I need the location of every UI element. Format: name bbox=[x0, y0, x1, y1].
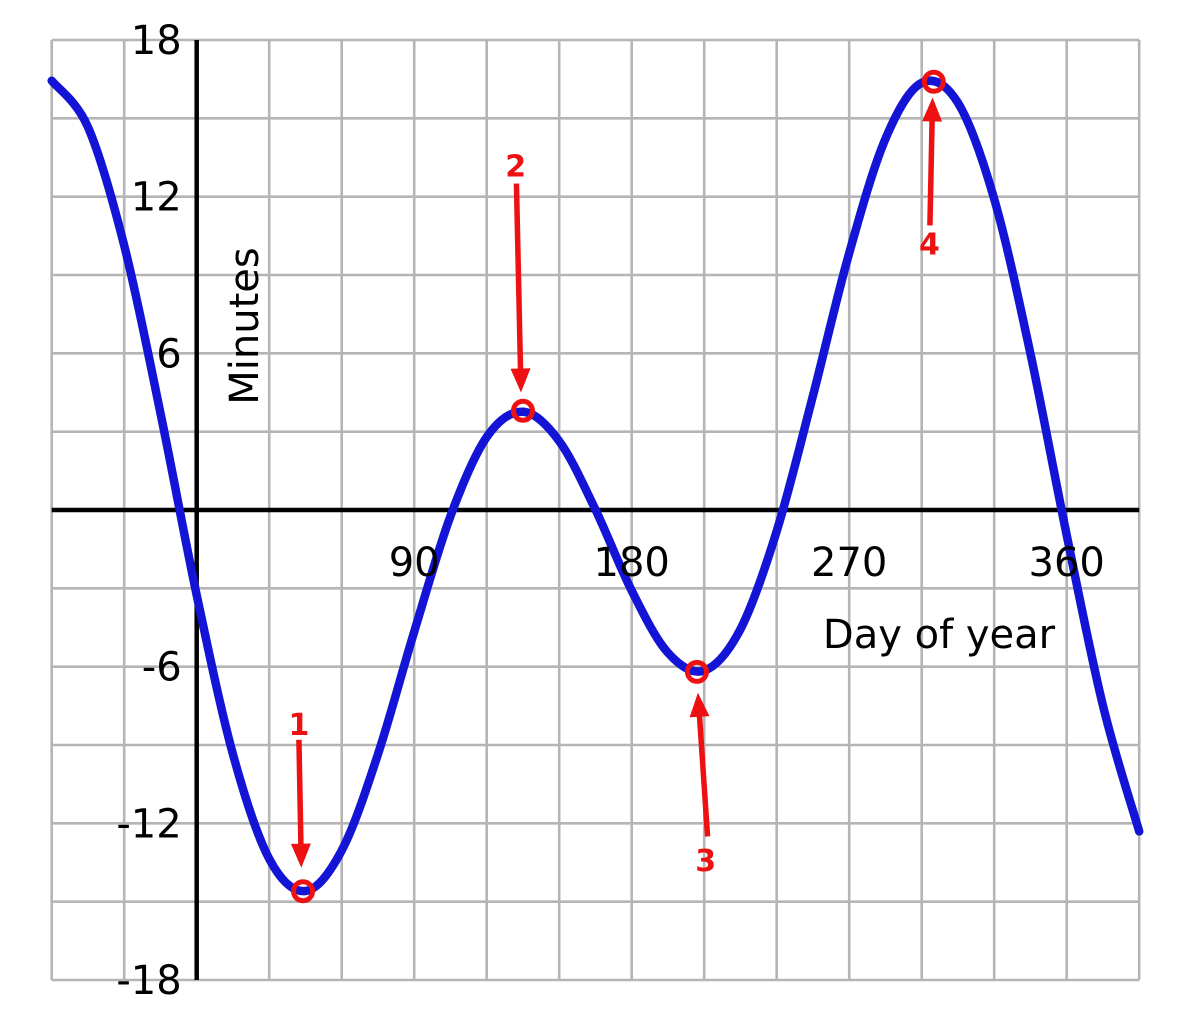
annotation-arrow-head bbox=[922, 97, 943, 122]
y-axis-label: Minutes bbox=[222, 247, 268, 404]
annotation-arrow-shaft bbox=[513, 183, 524, 374]
annotation-1: 1 bbox=[288, 708, 316, 904]
x-axis-label: Day of year bbox=[823, 612, 1056, 658]
x-tick-label-180: 180 bbox=[594, 540, 670, 586]
extremum-marker-3 bbox=[684, 659, 709, 684]
y-tick-label--12: -12 bbox=[116, 801, 181, 847]
annotation-number-4: 4 bbox=[919, 228, 940, 263]
x-tick-label-270: 270 bbox=[811, 540, 887, 586]
annotation-arrow-head bbox=[290, 843, 311, 868]
annotation-4: 4 bbox=[919, 69, 946, 263]
annotation-number-1: 1 bbox=[288, 708, 309, 743]
annotation-3: 3 bbox=[684, 659, 716, 879]
y-tick-label-6: 6 bbox=[156, 331, 181, 377]
y-tick-label-18: 18 bbox=[131, 18, 182, 64]
curve-equation-of-time bbox=[47, 76, 1144, 896]
annotation-arrow-shaft bbox=[696, 711, 711, 837]
y-tick-label--18: -18 bbox=[116, 958, 181, 1004]
y-tick-label-12: 12 bbox=[131, 175, 182, 221]
annotation-arrow-head bbox=[510, 368, 531, 393]
annotation-arrow-shaft bbox=[296, 739, 304, 849]
extremum-marker-2 bbox=[510, 398, 535, 423]
annotation-number-2: 2 bbox=[505, 149, 526, 184]
extremum-marker-1 bbox=[291, 879, 316, 904]
annotation-arrow-shaft bbox=[927, 116, 935, 226]
x-tick-label-90: 90 bbox=[389, 540, 440, 586]
annotation-arrow-head bbox=[689, 692, 710, 718]
x-tick-label-360: 360 bbox=[1029, 540, 1105, 586]
annotation-number-3: 3 bbox=[695, 844, 716, 879]
y-tick-label--6: -6 bbox=[142, 645, 182, 691]
annotation-2: 2 bbox=[505, 149, 535, 423]
extremum-marker-4 bbox=[921, 69, 946, 94]
